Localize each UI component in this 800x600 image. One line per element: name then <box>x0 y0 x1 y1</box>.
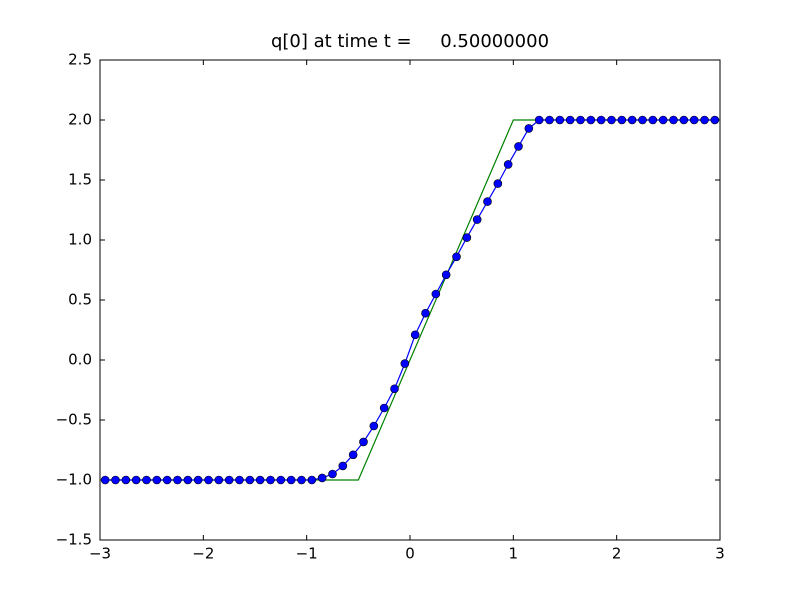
data-point <box>669 115 678 125</box>
data-point <box>503 160 513 169</box>
data-point <box>576 115 585 125</box>
data-point <box>162 475 172 485</box>
data-point <box>658 115 668 125</box>
data-point <box>452 252 461 262</box>
data-point <box>173 475 182 485</box>
x-tick-label: 2 <box>612 545 622 563</box>
data-point <box>410 330 420 340</box>
data-point <box>235 475 244 485</box>
data-point <box>627 115 637 125</box>
data-point <box>348 450 358 460</box>
data-point <box>193 475 203 485</box>
data-point <box>245 475 255 485</box>
data-point <box>204 475 213 485</box>
data-point <box>462 233 472 242</box>
data-point <box>710 115 720 125</box>
data-point <box>421 308 430 318</box>
data-point <box>183 475 193 485</box>
data-point <box>679 115 689 125</box>
x-tick-label: −3 <box>89 545 111 563</box>
data-point <box>369 421 379 431</box>
data-point <box>596 115 606 125</box>
data-point <box>359 437 368 447</box>
data-point <box>131 475 141 485</box>
y-tick-label: 1.5 <box>68 171 92 189</box>
data-point <box>607 115 616 125</box>
plot-frame <box>99 59 721 541</box>
data-point <box>286 475 296 485</box>
data-point <box>565 115 575 125</box>
data-point <box>255 475 265 485</box>
data-point <box>638 115 647 125</box>
data-point <box>276 475 286 485</box>
y-tick-label: −0.5 <box>56 411 92 429</box>
data-point <box>689 115 699 125</box>
data-point <box>545 115 554 125</box>
data-point <box>121 475 131 485</box>
data-point <box>700 115 709 125</box>
data-point <box>328 469 337 479</box>
data-point <box>111 475 120 485</box>
data-point <box>493 179 503 188</box>
y-tick-label: 2.5 <box>68 51 92 69</box>
data-point <box>524 124 534 133</box>
x-tick-label: 3 <box>715 545 725 563</box>
y-tick-label: 0.0 <box>68 351 92 369</box>
data-point <box>142 475 151 485</box>
data-point <box>266 475 275 485</box>
data-point <box>586 115 596 125</box>
data-point <box>297 475 306 485</box>
data-point <box>472 215 482 224</box>
x-tick-label: 0 <box>405 545 415 563</box>
data-point <box>483 197 492 206</box>
x-tick-label: −2 <box>192 545 214 563</box>
data-point <box>338 461 348 471</box>
data-point <box>431 289 441 299</box>
x-tick-label: 1 <box>509 545 519 563</box>
data-point <box>441 270 451 280</box>
y-tick-label: 1.0 <box>68 231 92 249</box>
chart-title: q[0] at time t = 0.50000000 <box>271 31 549 52</box>
y-tick-label: −1.0 <box>56 471 92 489</box>
data-point <box>648 115 658 125</box>
data-point <box>534 115 544 125</box>
data-point <box>617 115 627 125</box>
x-tick-label: −1 <box>296 545 318 563</box>
y-tick-label: 2.0 <box>68 111 92 129</box>
data-point <box>152 475 162 485</box>
y-tick-label: 0.5 <box>68 291 92 309</box>
data-point <box>214 475 224 485</box>
data-point <box>400 359 410 368</box>
data-point <box>100 475 110 485</box>
data-point <box>307 475 317 485</box>
data-point <box>390 384 399 394</box>
data-point <box>224 475 234 485</box>
data-point <box>317 473 327 483</box>
data-point <box>514 142 523 151</box>
data-point <box>379 403 389 413</box>
y-tick-label: −1.5 <box>56 531 92 549</box>
data-point <box>555 115 565 125</box>
